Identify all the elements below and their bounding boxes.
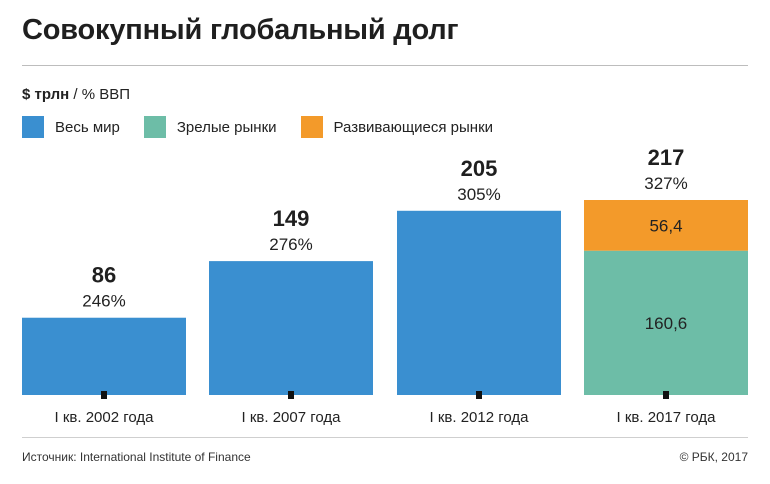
total-label: 86	[92, 263, 116, 288]
category-label: I кв. 2017 года	[617, 409, 717, 426]
bar-segment	[584, 200, 748, 251]
percent-label: 276%	[269, 235, 312, 254]
category-label: I кв. 2002 года	[55, 409, 155, 426]
tick-mark	[476, 391, 482, 399]
percent-label: 327%	[644, 174, 687, 193]
bottom-divider	[22, 437, 748, 438]
bar-segment	[584, 250, 748, 395]
tick-mark	[101, 391, 107, 399]
chart-title: Совокупный глобальный долг	[22, 14, 459, 46]
units-bold: $ трлн	[22, 86, 70, 103]
percent-label: 305%	[457, 185, 500, 204]
category-label: I кв. 2012 года	[430, 409, 530, 426]
source-note: Источник: International Institute of Fin…	[22, 450, 251, 464]
legend-label-mature: Зрелые рынки	[176, 118, 277, 136]
percent-label: 246%	[82, 292, 125, 311]
bar-segment	[22, 317, 186, 395]
copyright: © РБК, 2017	[679, 450, 748, 464]
bar-segment	[209, 261, 373, 395]
bar-segment	[397, 210, 561, 395]
legend-label-emerging: Развивающиеся рынки	[333, 118, 494, 136]
legend-label-world: Весь мир	[55, 118, 120, 136]
total-label: 217	[648, 145, 685, 170]
units-rest: / % ВВП	[69, 86, 131, 103]
total-label: 149	[273, 206, 310, 231]
legend-swatch-world	[22, 116, 44, 138]
tick-mark	[663, 391, 669, 399]
legend-item-world: Весь мир	[22, 116, 120, 138]
legend-item-emerging: Развивающиеся рынки	[300, 116, 494, 138]
segment-label: 160,6	[645, 314, 688, 333]
category-label: I кв. 2007 года	[242, 409, 342, 426]
legend-item-mature: Зрелые рынки	[143, 116, 277, 138]
legend: Весь мир Зрелые рынки Развивающиеся рынк…	[22, 116, 517, 138]
legend-swatch-mature	[143, 116, 166, 138]
legend-swatch-emerging	[300, 116, 323, 138]
top-divider	[22, 65, 748, 66]
total-label: 205	[461, 156, 498, 181]
units-label: $ трлн / % ВВП	[22, 86, 130, 103]
segment-label: 56,4	[649, 216, 682, 235]
tick-mark	[288, 391, 294, 399]
